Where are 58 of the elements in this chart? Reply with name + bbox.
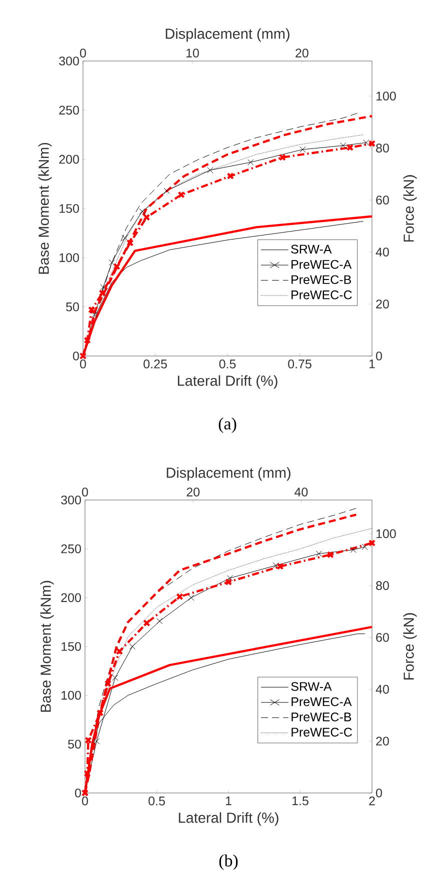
y2-tick-label: 20 xyxy=(376,736,389,746)
text: (b) xyxy=(219,854,238,870)
y-tick-label: 250 xyxy=(59,106,79,115)
y2-tick-label: 40 xyxy=(376,248,389,256)
y-axis-title: Base Moment (kNm) xyxy=(40,580,54,712)
y2-tick-label: 100 xyxy=(376,92,396,101)
y-tick-label: 150 xyxy=(62,642,81,651)
x-axis-title: Lateral Drift (%) xyxy=(178,375,278,389)
y-tick-label: 150 xyxy=(60,204,79,213)
y-tick-label: 50 xyxy=(66,302,79,312)
x2-axis-title: Displacement (mm) xyxy=(166,467,290,481)
x2-axis-title: Displacement (mm) xyxy=(166,28,290,42)
x-tick-label: 0 xyxy=(82,796,88,806)
legend-label: PreWEC-B xyxy=(292,275,351,284)
y-tick-label: 200 xyxy=(59,154,79,164)
y2-axis-title: Force (kN) xyxy=(403,613,417,680)
legend-label: PreWEC-C xyxy=(292,728,352,737)
x2-tick-label: 10 xyxy=(186,48,199,58)
x2-tick-label: 20 xyxy=(186,488,200,496)
y2-axis-title: Force (kN) xyxy=(403,175,417,242)
y-tick-label: 200 xyxy=(61,593,81,602)
legend-label: PreWEC-B xyxy=(292,712,352,722)
y2-tick-label: 80 xyxy=(376,581,389,590)
y-tick-label: 0 xyxy=(75,788,81,798)
y-axis-title: Base Moment (kNm) xyxy=(38,142,52,274)
x2-tick-label: 0 xyxy=(82,488,88,496)
legend-label: PreWEC-A xyxy=(292,260,352,269)
y2-tick-label: 0 xyxy=(376,352,382,360)
y-tick-label: 0 xyxy=(73,352,79,360)
y-tick-label: 100 xyxy=(60,253,79,262)
y2-tick-label: 60 xyxy=(376,633,389,642)
legend-label: SRW-A xyxy=(291,682,332,691)
legend-label: PreWEC-A xyxy=(292,697,352,706)
x-tick-label: 0.5 xyxy=(148,796,165,806)
y-tick-label: 300 xyxy=(61,496,81,504)
y-tick-label: 300 xyxy=(59,56,79,66)
x-tick-label: 0.25 xyxy=(144,360,167,368)
y-tick-label: 100 xyxy=(62,690,81,700)
x-tick-label: 0.5 xyxy=(219,360,236,368)
x2-tick-label: 40 xyxy=(294,488,308,496)
x-tick-label: 0.75 xyxy=(288,360,312,368)
legend-label: PreWEC-C xyxy=(292,290,352,300)
y2-tick-label: 0 xyxy=(376,788,382,798)
x-tick-label: 2 xyxy=(369,796,375,806)
y2-tick-label: 40 xyxy=(376,684,389,694)
x-axis-title: Lateral Drift (%) xyxy=(178,812,278,826)
legend-label: SRW-A xyxy=(291,244,332,254)
x-tick-label: 1 xyxy=(226,796,232,806)
y2-tick-label: 60 xyxy=(376,196,389,204)
y2-tick-label: 20 xyxy=(376,300,389,308)
text: (a) xyxy=(218,418,236,433)
x2-tick-label: 20 xyxy=(296,48,308,58)
x-tick-label: 1 xyxy=(369,360,375,368)
y-tick-label: 250 xyxy=(61,544,81,554)
y-tick-label: 50 xyxy=(68,740,81,749)
x-tick-label: 1.5 xyxy=(292,796,308,806)
y2-tick-label: 80 xyxy=(376,144,389,152)
y2-tick-label: 100 xyxy=(376,529,396,538)
